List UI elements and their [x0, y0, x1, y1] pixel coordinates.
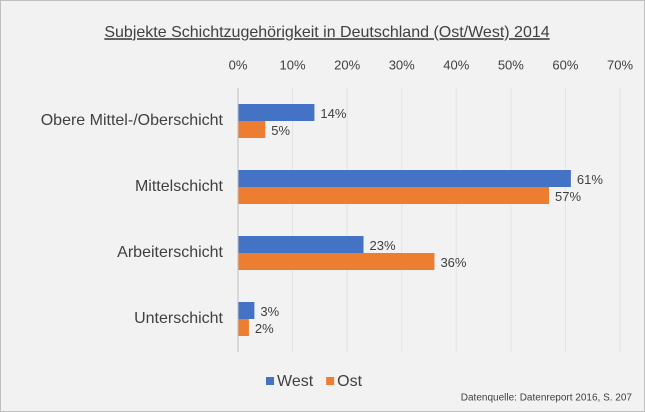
x-tick-label: 10%: [280, 57, 306, 72]
bar: [238, 253, 435, 270]
legend-label: Ost: [337, 373, 362, 390]
x-tick-label: 0%: [229, 57, 248, 72]
y-tick-label: Obere Mittel-/Oberschicht: [41, 112, 224, 129]
y-tick-label: Arbeiterschicht: [117, 244, 223, 261]
x-tick-label: 20%: [334, 57, 360, 72]
bar: [238, 187, 550, 204]
legend-swatch: [326, 377, 335, 385]
bar: [238, 236, 364, 253]
y-tick-label: Mittelschicht: [135, 178, 224, 195]
data-label: 57%: [555, 189, 581, 204]
y-tick-label: Unterschicht: [134, 310, 223, 327]
bar: [238, 170, 571, 187]
bar: [238, 104, 315, 121]
legend-label: West: [277, 373, 314, 390]
source-note: Datenquelle: Datenreport 2016, S. 207: [461, 393, 633, 404]
data-label: 36%: [440, 255, 466, 270]
x-tick-label: 40%: [443, 57, 469, 72]
x-tick-label: 70%: [607, 57, 633, 72]
x-tick-label: 30%: [389, 57, 415, 72]
data-label: 61%: [577, 172, 603, 187]
bar: [238, 319, 249, 336]
x-tick-label: 50%: [498, 57, 524, 72]
data-label: 2%: [255, 321, 274, 336]
bar: [238, 302, 255, 319]
bar: [238, 121, 266, 138]
data-label: 14%: [320, 106, 346, 121]
data-label: 23%: [370, 238, 396, 253]
chart-title: Subjekte Schichtzugehörigkeit in Deutsch…: [104, 24, 549, 41]
data-label: 5%: [271, 123, 290, 138]
x-tick-label: 60%: [552, 57, 578, 72]
legend-swatch: [266, 377, 274, 385]
data-label: 3%: [260, 304, 279, 319]
